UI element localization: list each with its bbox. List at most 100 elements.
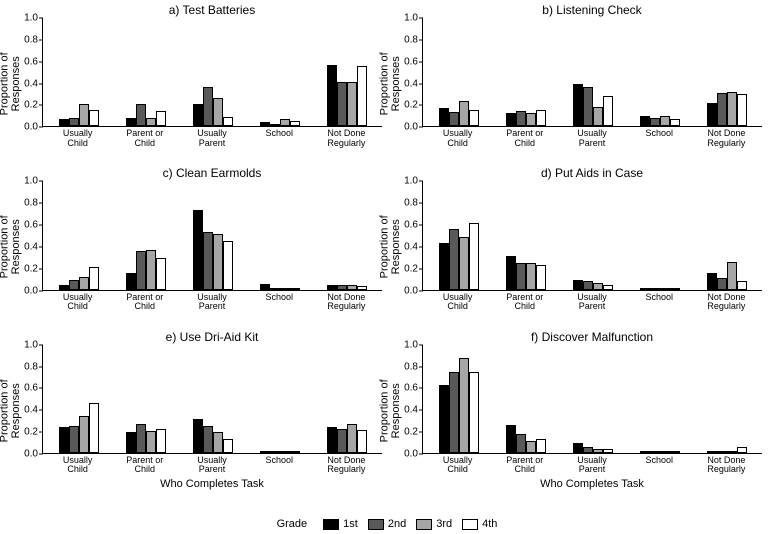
plot-area	[42, 18, 382, 127]
y-tick-label: 0.6	[404, 220, 418, 231]
panel-title: d) Put Aids in Case	[422, 165, 762, 181]
y-tick-label: 0.4	[404, 405, 418, 416]
bar	[717, 93, 727, 127]
bar	[223, 241, 233, 290]
bar	[526, 441, 536, 453]
y-tick-label: 0.4	[24, 78, 38, 89]
y-tick-label: 0.6	[404, 383, 418, 394]
bar	[583, 281, 593, 290]
y-tick-label: 0.2	[24, 427, 38, 438]
bar	[327, 427, 337, 453]
bar	[449, 372, 459, 453]
y-axis-label: Proportion ofResponses	[2, 2, 20, 165]
y-tick-label: 1.0	[24, 13, 38, 24]
plot: d) Put Aids in CaseUsuallyChildParent or…	[422, 165, 762, 328]
bar	[270, 288, 280, 290]
x-tick-label: School	[626, 291, 693, 315]
bar	[717, 451, 727, 453]
bar	[593, 449, 603, 453]
y-axis-label: Proportion ofResponses	[2, 165, 20, 328]
y-axis-label: Proportion ofResponses	[382, 2, 400, 165]
bar	[126, 432, 136, 453]
legend-label: 1st	[343, 518, 358, 530]
bar	[516, 434, 526, 453]
bar-group	[112, 345, 179, 453]
y-axis-label: Proportion ofResponses	[2, 329, 20, 492]
bar-group	[492, 18, 559, 126]
x-axis-ticks: UsuallyChildParent orChildUsuallyParentS…	[42, 127, 382, 151]
legend-item: 1st	[323, 518, 358, 530]
bar	[357, 66, 367, 127]
plot-area	[422, 18, 762, 127]
bar	[193, 210, 203, 290]
bar-group	[559, 345, 626, 453]
x-tick-label: UsuallyChild	[424, 127, 491, 151]
bar	[603, 96, 613, 126]
bar	[707, 103, 717, 127]
bar-group	[492, 345, 559, 453]
legend-swatch	[323, 519, 339, 530]
bar	[280, 119, 290, 127]
bar	[660, 288, 670, 290]
panel-title: e) Use Dri-Aid Kit	[42, 329, 382, 345]
x-tick-label: School	[626, 454, 693, 478]
y-axis-label: Proportion ofResponses	[382, 165, 400, 328]
y-tick-label: 1.0	[24, 339, 38, 350]
panel-e: Proportion ofResponses0.00.20.40.60.81.0…	[2, 329, 382, 492]
x-tick-label: UsuallyChild	[44, 127, 111, 151]
bar-group	[179, 18, 246, 126]
bar	[469, 372, 479, 453]
bar-group	[559, 181, 626, 289]
x-tick-label: UsuallyParent	[178, 454, 245, 478]
y-axis-ticks: 0.00.20.40.60.81.0	[20, 165, 42, 328]
x-axis-ticks: UsuallyChildParent orChildUsuallyParentS…	[42, 454, 382, 478]
y-tick-label: 0.8	[24, 361, 38, 372]
bar	[357, 286, 367, 289]
bar	[327, 65, 337, 127]
x-tick-label: UsuallyChild	[424, 454, 491, 478]
x-tick-label: Not DoneRegularly	[693, 127, 760, 151]
bar	[469, 223, 479, 290]
y-tick-label: 0.0	[404, 448, 418, 459]
bar	[640, 451, 650, 453]
bar	[203, 426, 213, 453]
bar	[516, 111, 526, 126]
y-tick-label: 0.6	[24, 220, 38, 231]
bar-group	[559, 18, 626, 126]
panel-title: b) Listening Check	[422, 2, 762, 18]
plot-area	[42, 181, 382, 290]
bar-group	[45, 181, 112, 289]
legend-label: 4th	[482, 518, 497, 530]
bar	[727, 451, 737, 453]
legend-item: 3rd	[416, 518, 452, 530]
bar-group	[179, 181, 246, 289]
bar	[573, 443, 583, 453]
panel-b: Proportion ofResponses0.00.20.40.60.81.0…	[382, 2, 762, 165]
bar	[449, 229, 459, 290]
bar	[707, 451, 717, 453]
bar	[337, 82, 347, 126]
x-tick-label: Parent orChild	[111, 127, 178, 151]
x-tick-label: Not DoneRegularly	[313, 127, 380, 151]
y-tick-label: 0.2	[24, 100, 38, 111]
bar	[439, 108, 449, 126]
bar	[126, 273, 136, 289]
legend-title: Grade	[277, 518, 308, 530]
bar	[506, 425, 516, 453]
bar	[650, 118, 660, 127]
bar	[213, 98, 223, 126]
bar-group	[626, 18, 693, 126]
bar	[536, 439, 546, 453]
bar	[146, 118, 156, 127]
bar	[223, 439, 233, 453]
panel-title: f) Discover Malfunction	[422, 329, 762, 345]
bar-group	[425, 181, 492, 289]
bar	[459, 237, 469, 290]
bar	[660, 116, 670, 127]
y-axis-label: Proportion ofResponses	[382, 329, 400, 492]
y-tick-label: 0.0	[404, 285, 418, 296]
x-tick-label: Not DoneRegularly	[313, 454, 380, 478]
bar-group	[425, 345, 492, 453]
y-tick-label: 0.2	[24, 263, 38, 274]
bar	[69, 280, 79, 290]
